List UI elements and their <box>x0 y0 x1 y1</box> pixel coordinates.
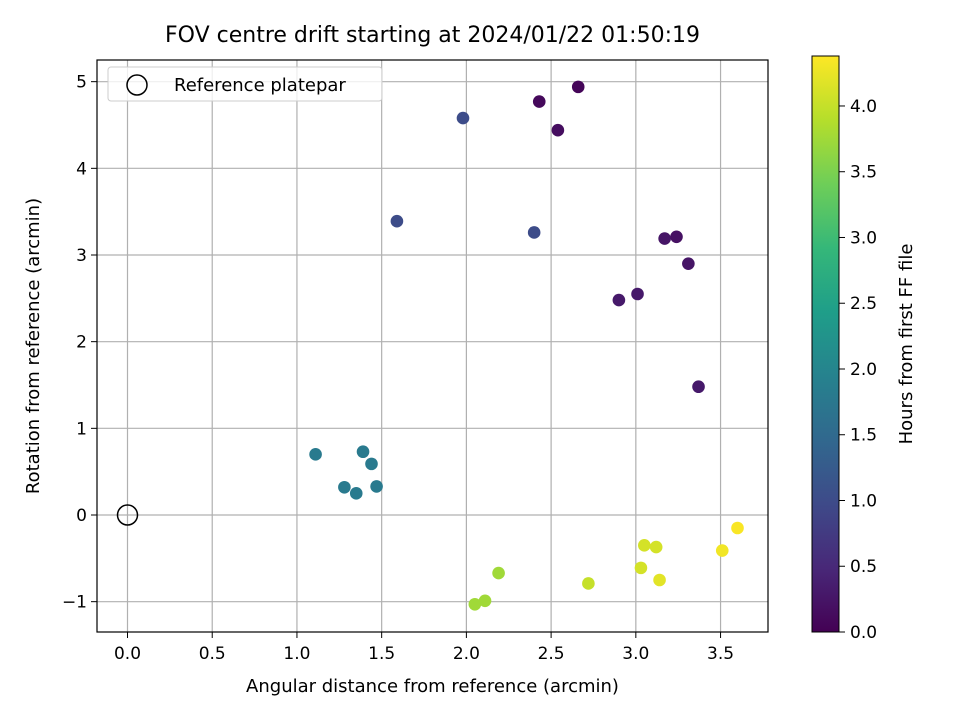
reference-point-marker <box>116 504 139 526</box>
legend: Reference platepar <box>107 66 383 102</box>
data-point <box>527 226 541 239</box>
x-axis: 0.0 0.5 1.0 1.5 2.0 2.5 3.0 3.5 <box>114 632 734 664</box>
data-point <box>634 561 648 575</box>
data-point <box>692 380 705 394</box>
x-tick-label: 2.0 <box>453 644 480 664</box>
data-point <box>309 448 322 461</box>
data-point <box>356 445 370 459</box>
data-point <box>551 123 565 137</box>
x-tick-label: 3.5 <box>707 644 734 664</box>
data-point <box>338 480 351 494</box>
x-tick-label: 0.0 <box>114 644 141 664</box>
data-point <box>670 230 683 244</box>
data-point <box>571 80 585 94</box>
chart-title: FOV centre drift starting at 2024/01/22 … <box>165 23 700 48</box>
y-tick-label: 3 <box>76 246 87 266</box>
colorbar-tick-label: 2.5 <box>850 294 877 314</box>
colorbar-tick-label: 3.0 <box>850 228 877 248</box>
data-point <box>468 597 482 611</box>
data-point <box>638 539 651 552</box>
y-axis: −1 0 1 2 3 4 5 <box>62 73 97 613</box>
data-point <box>682 257 695 270</box>
colorbar-label: Hours from first FF file <box>896 244 917 445</box>
x-tick-label: 0.5 <box>199 644 226 664</box>
colorbar-tick-label: 0.5 <box>850 557 877 577</box>
y-tick-label: 1 <box>76 419 87 439</box>
data-point <box>349 487 363 500</box>
y-tick-label: −1 <box>62 593 87 613</box>
data-point <box>631 287 644 301</box>
grid <box>97 60 768 632</box>
colorbar-tick-label: 2.0 <box>850 360 877 380</box>
y-tick-label: 4 <box>76 159 87 179</box>
data-point <box>649 540 663 554</box>
x-tick-label: 1.5 <box>368 644 395 664</box>
y-axis-label: Rotation from reference (arcmin) <box>23 198 44 494</box>
plot-frame <box>96 59 769 633</box>
colorbar-ticks: 0.0 0.5 1.0 1.5 2.0 2.5 3.0 3.5 4.0 <box>839 97 877 643</box>
x-tick-label: 3.0 <box>622 644 649 664</box>
data-points <box>309 80 744 611</box>
data-point <box>365 457 378 471</box>
data-point <box>390 214 404 228</box>
data-point <box>582 577 595 590</box>
x-axis-label: Angular distance from reference (arcmin) <box>246 676 619 697</box>
data-point <box>715 544 729 557</box>
colorbar <box>811 55 840 633</box>
data-point <box>653 573 666 587</box>
reference-layer <box>116 504 139 526</box>
legend-marker-circle-icon <box>126 74 148 96</box>
data-point <box>612 293 626 307</box>
y-tick-label: 0 <box>76 506 87 526</box>
data-point <box>478 594 492 608</box>
data-point <box>532 95 546 108</box>
data-point <box>658 232 671 245</box>
y-tick-label: 5 <box>76 73 87 93</box>
x-tick-label: 1.0 <box>283 644 310 664</box>
colorbar-tick-label: 3.5 <box>850 163 877 183</box>
x-tick-label: 2.5 <box>538 644 565 664</box>
colorbar-tick-label: 0.0 <box>850 623 877 643</box>
data-point <box>370 480 383 493</box>
colorbar-tick-label: 4.0 <box>850 97 877 117</box>
legend-box <box>107 66 383 102</box>
colorbar-tick-label: 1.5 <box>850 426 877 446</box>
legend-entry-reference: Reference platepar <box>174 75 346 96</box>
data-point <box>731 521 744 535</box>
y-tick-label: 2 <box>76 333 87 353</box>
colorbar-tick-label: 1.0 <box>850 491 877 511</box>
data-point <box>492 566 505 580</box>
data-point <box>456 111 470 125</box>
